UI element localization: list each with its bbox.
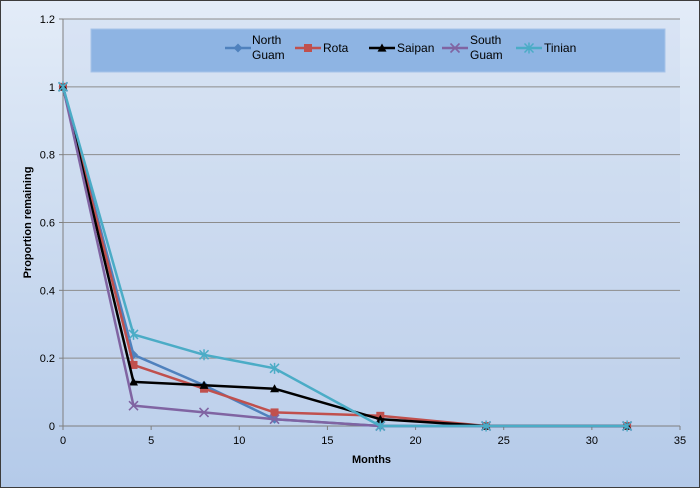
- x-tick-label: 0: [60, 435, 66, 447]
- data-point: [128, 328, 139, 340]
- legend-label: South: [470, 33, 501, 47]
- x-tick-label: 35: [674, 435, 686, 447]
- data-point: [375, 414, 385, 423]
- y-tick-label: 0.4: [40, 285, 55, 297]
- y-tick-label: 0.8: [40, 150, 55, 162]
- y-tick-label: 0: [49, 421, 55, 433]
- data-point: [270, 384, 280, 393]
- data-point: [622, 420, 633, 432]
- data-point: [198, 349, 210, 361]
- y-tick-label: 1.2: [40, 14, 55, 26]
- legend-marker: [377, 43, 387, 52]
- x-tick-label: 25: [498, 435, 510, 447]
- data-point: [199, 380, 209, 389]
- data-point: [269, 362, 280, 374]
- legend-label: Guam: [470, 48, 503, 62]
- legend-marker: [449, 42, 461, 54]
- data-point: [481, 420, 492, 432]
- data-point: [129, 377, 139, 386]
- legend-marker: [523, 42, 535, 54]
- y-tick-label: 1: [49, 82, 55, 94]
- legend-label: Tinian: [544, 41, 576, 55]
- data-point: [57, 81, 69, 93]
- data-point: [269, 414, 280, 425]
- x-tick-label: 10: [233, 435, 245, 447]
- data-point: [128, 400, 139, 411]
- x-tick-label: 15: [321, 435, 333, 447]
- legend-marker: [304, 44, 312, 52]
- x-tick-label: 30: [586, 435, 598, 447]
- legend: [90, 28, 666, 73]
- y-tick-label: 0.6: [40, 218, 55, 230]
- data-point: [129, 360, 138, 369]
- y-tick-label: 0.2: [40, 353, 55, 365]
- data-point: [375, 420, 386, 432]
- legend-marker: [233, 43, 243, 53]
- legend-label: Guam: [252, 48, 285, 62]
- x-tick-label: 20: [409, 435, 421, 447]
- y-axis-title: Proportion remaining: [22, 167, 34, 279]
- x-tick-label: 5: [148, 435, 154, 447]
- legend-label: Saipan: [397, 41, 434, 55]
- data-point: [198, 407, 210, 418]
- x-axis-title: Months: [352, 454, 391, 466]
- legend-label: Rota: [323, 41, 349, 55]
- data-point: [270, 408, 279, 417]
- legend-label: North: [252, 33, 281, 47]
